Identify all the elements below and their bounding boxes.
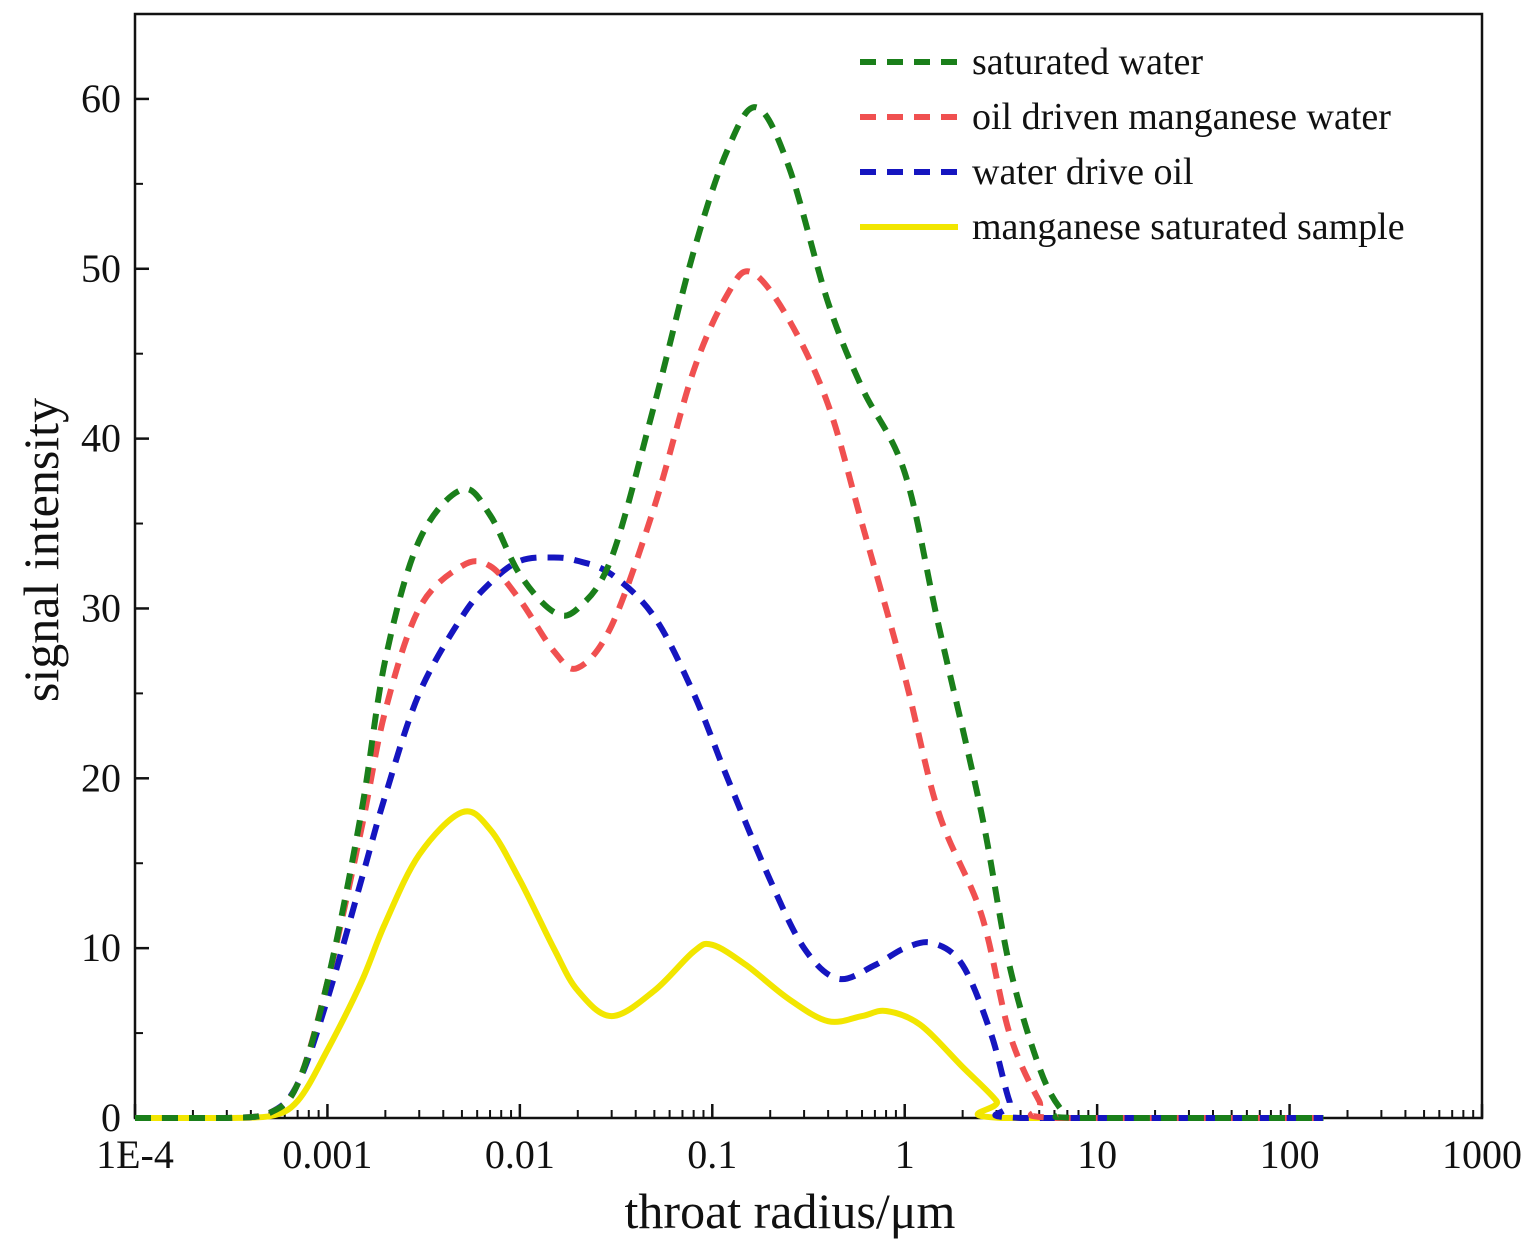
y-tick-label: 0 <box>101 1095 121 1140</box>
y-tick-label: 30 <box>81 585 121 630</box>
series-line-water-drive-oil <box>134 554 1324 1122</box>
series-line-manganese-saturated-sample <box>134 808 1324 1122</box>
x-tick-label: 1 <box>895 1132 915 1177</box>
x-axis-title: throat radius/μm <box>625 1183 956 1239</box>
y-tick-label: 40 <box>81 416 121 461</box>
legend-label: water drive oil <box>972 151 1194 193</box>
series-line-saturated-water <box>134 104 1324 1122</box>
x-tick-label: 0.1 <box>687 1132 737 1177</box>
legend: saturated water oil driven manganese wate… <box>860 41 1405 248</box>
y-tick-label: 20 <box>81 755 121 800</box>
legend-label: saturated water <box>972 41 1203 83</box>
x-tick-label: 0.01 <box>485 1132 555 1177</box>
legend-label: manganese saturated sample <box>972 206 1405 248</box>
tick-labels: 0 10 20 30 40 50 60 1E-4 0.001 0.01 0.1 1 10 100 1000 <box>81 76 1522 1177</box>
y-tick-label: 60 <box>81 76 121 121</box>
axes <box>133 12 1484 1120</box>
x-tick-label: 1000 <box>1442 1132 1522 1177</box>
x-tick-label: 10 <box>1077 1132 1117 1177</box>
y-axis-title: signal intensity <box>13 398 69 702</box>
legend-label: oil driven manganese water <box>972 96 1391 138</box>
x-tick-label: 1E-4 <box>96 1132 174 1177</box>
x-tick-label: 0.001 <box>282 1132 372 1177</box>
series-line-oil-driven-manganese-water <box>134 268 1324 1122</box>
y-tick-label: 10 <box>81 925 121 970</box>
plot-frame <box>133 12 1484 1120</box>
y-tick-label: 50 <box>81 246 121 291</box>
x-tick-label: 100 <box>1260 1132 1320 1177</box>
series-layer <box>134 104 1324 1122</box>
